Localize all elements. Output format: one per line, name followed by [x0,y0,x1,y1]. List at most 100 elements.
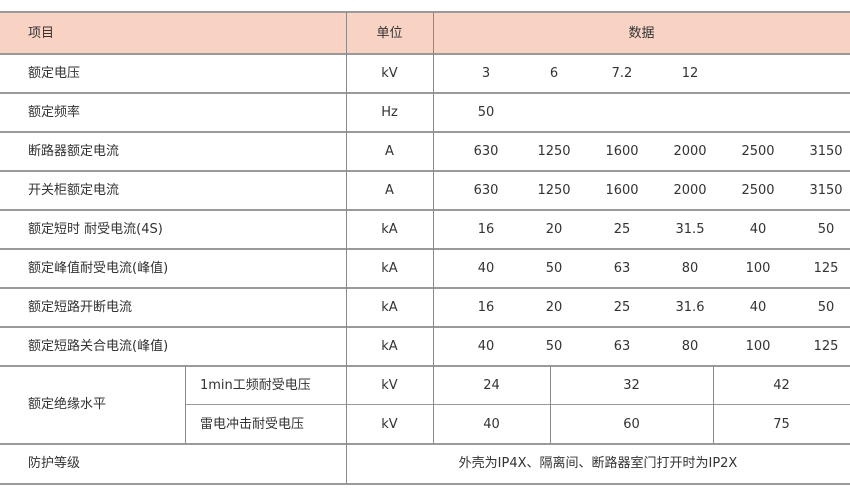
value-cell: 40 [483,417,500,432]
divider [0,11,850,13]
row-unit: kV [381,66,398,81]
value-cell: 1250 [537,183,571,198]
value-cell: 50 [545,339,563,354]
row-item: 额定短路开断电流 [28,300,133,315]
value-cell: 125 [813,339,839,354]
value-cell: 42 [773,378,790,393]
row-item: 断路器额定电流 [28,144,120,159]
row-item: 额定短路关合电流(峰值) [28,339,169,354]
row-divider [0,326,850,328]
row-values: 16 20 25 31.5 40 50 [452,210,850,249]
row-unit: A [385,183,394,198]
value-cell: 1600 [605,183,639,198]
row-values: 630 1250 1600 2000 2500 3150 [452,171,850,210]
value-cell: 125 [813,261,839,276]
row-divider [0,248,850,250]
row-divider [0,443,850,445]
row-values: 40 50 63 80 100 125 [452,327,850,366]
value-cell: 7.2 [611,66,633,81]
bottom-divider [0,483,850,485]
value-cell: 32 [623,378,640,393]
row-item: 额定频率 [28,105,81,120]
value-cell: 80 [681,261,699,276]
row-divider [0,53,850,55]
row-values: 3 6 7.2 12 [452,54,850,93]
row-item: 额定短时 耐受电流(4S) [28,222,163,237]
value-cell [724,54,792,93]
row-unit: kA [381,300,398,315]
value-cell [792,93,850,132]
header-data: 数据 [628,26,655,41]
value-cell: 16 [477,222,495,237]
row-unit: A [385,144,394,159]
value-cell [656,93,724,132]
sub-unit: kV [381,417,398,432]
row-values: 40 50 63 80 100 125 [452,249,850,288]
row-unit: kA [381,261,398,276]
header-unit: 单位 [376,26,403,41]
value-cell: 20 [545,222,563,237]
protection-value: 外壳为IP4X、隔离间、断路器室门打开时为IP2X [458,456,738,471]
row-divider [0,365,850,367]
value-cell: 6 [549,66,559,81]
value-cell: 40 [477,261,495,276]
column-divider [346,12,347,483]
row-divider [0,92,850,94]
value-cell: 2000 [673,144,707,159]
sub-divider [185,404,850,405]
value-cell: 16 [477,300,495,315]
value-cell: 20 [545,300,563,315]
row-item: 开关柜额定电流 [28,183,120,198]
value-cell: 2000 [673,183,707,198]
sub-item: 雷电冲击耐受电压 [200,417,305,432]
value-cell: 63 [613,339,631,354]
row-unit: kA [381,222,398,237]
value-cell [520,93,588,132]
column-divider [713,366,714,444]
value-cell: 100 [745,261,771,276]
value-cell: 40 [749,222,767,237]
value-cell: 63 [613,261,631,276]
value-cell [792,54,850,93]
row-divider [0,170,850,172]
row-values: 16 20 25 31.6 40 50 [452,288,850,327]
value-cell: 1250 [537,144,571,159]
value-cell: 50 [477,105,495,120]
value-cell: 40 [477,339,495,354]
value-cell: 31.6 [675,300,705,315]
row-item: 额定峰值耐受电流(峰值) [28,261,169,276]
value-cell: 50 [817,300,835,315]
row-item: 额定电压 [28,66,81,81]
protection-item: 防护等级 [28,456,81,471]
row-values: 630 1250 1600 2000 2500 3150 [452,132,850,171]
sub-unit: kV [381,378,398,393]
row-divider [0,287,850,289]
header-item: 项目 [28,26,55,41]
value-cell: 40 [749,300,767,315]
value-cell [588,93,656,132]
value-cell: 2500 [741,183,775,198]
value-cell [724,93,792,132]
row-values: 50 [452,93,850,132]
value-cell: 100 [745,339,771,354]
value-cell: 75 [773,417,790,432]
value-cell: 60 [623,417,640,432]
value-cell: 3150 [809,183,843,198]
value-cell: 50 [545,261,563,276]
sub-item: 1min工频耐受电压 [200,378,311,393]
value-cell: 3 [481,66,491,81]
value-cell: 31.5 [675,222,705,237]
row-unit: Hz [381,105,398,120]
value-cell: 630 [473,144,499,159]
value-cell: 25 [613,300,631,315]
row-unit: kA [381,339,398,354]
table-header [0,12,850,54]
row-divider [0,209,850,211]
column-divider [433,12,434,444]
value-cell: 630 [473,183,499,198]
value-cell: 25 [613,222,631,237]
value-cell: 12 [681,66,699,81]
value-cell: 2500 [741,144,775,159]
row-divider [0,131,850,133]
value-cell: 1600 [605,144,639,159]
